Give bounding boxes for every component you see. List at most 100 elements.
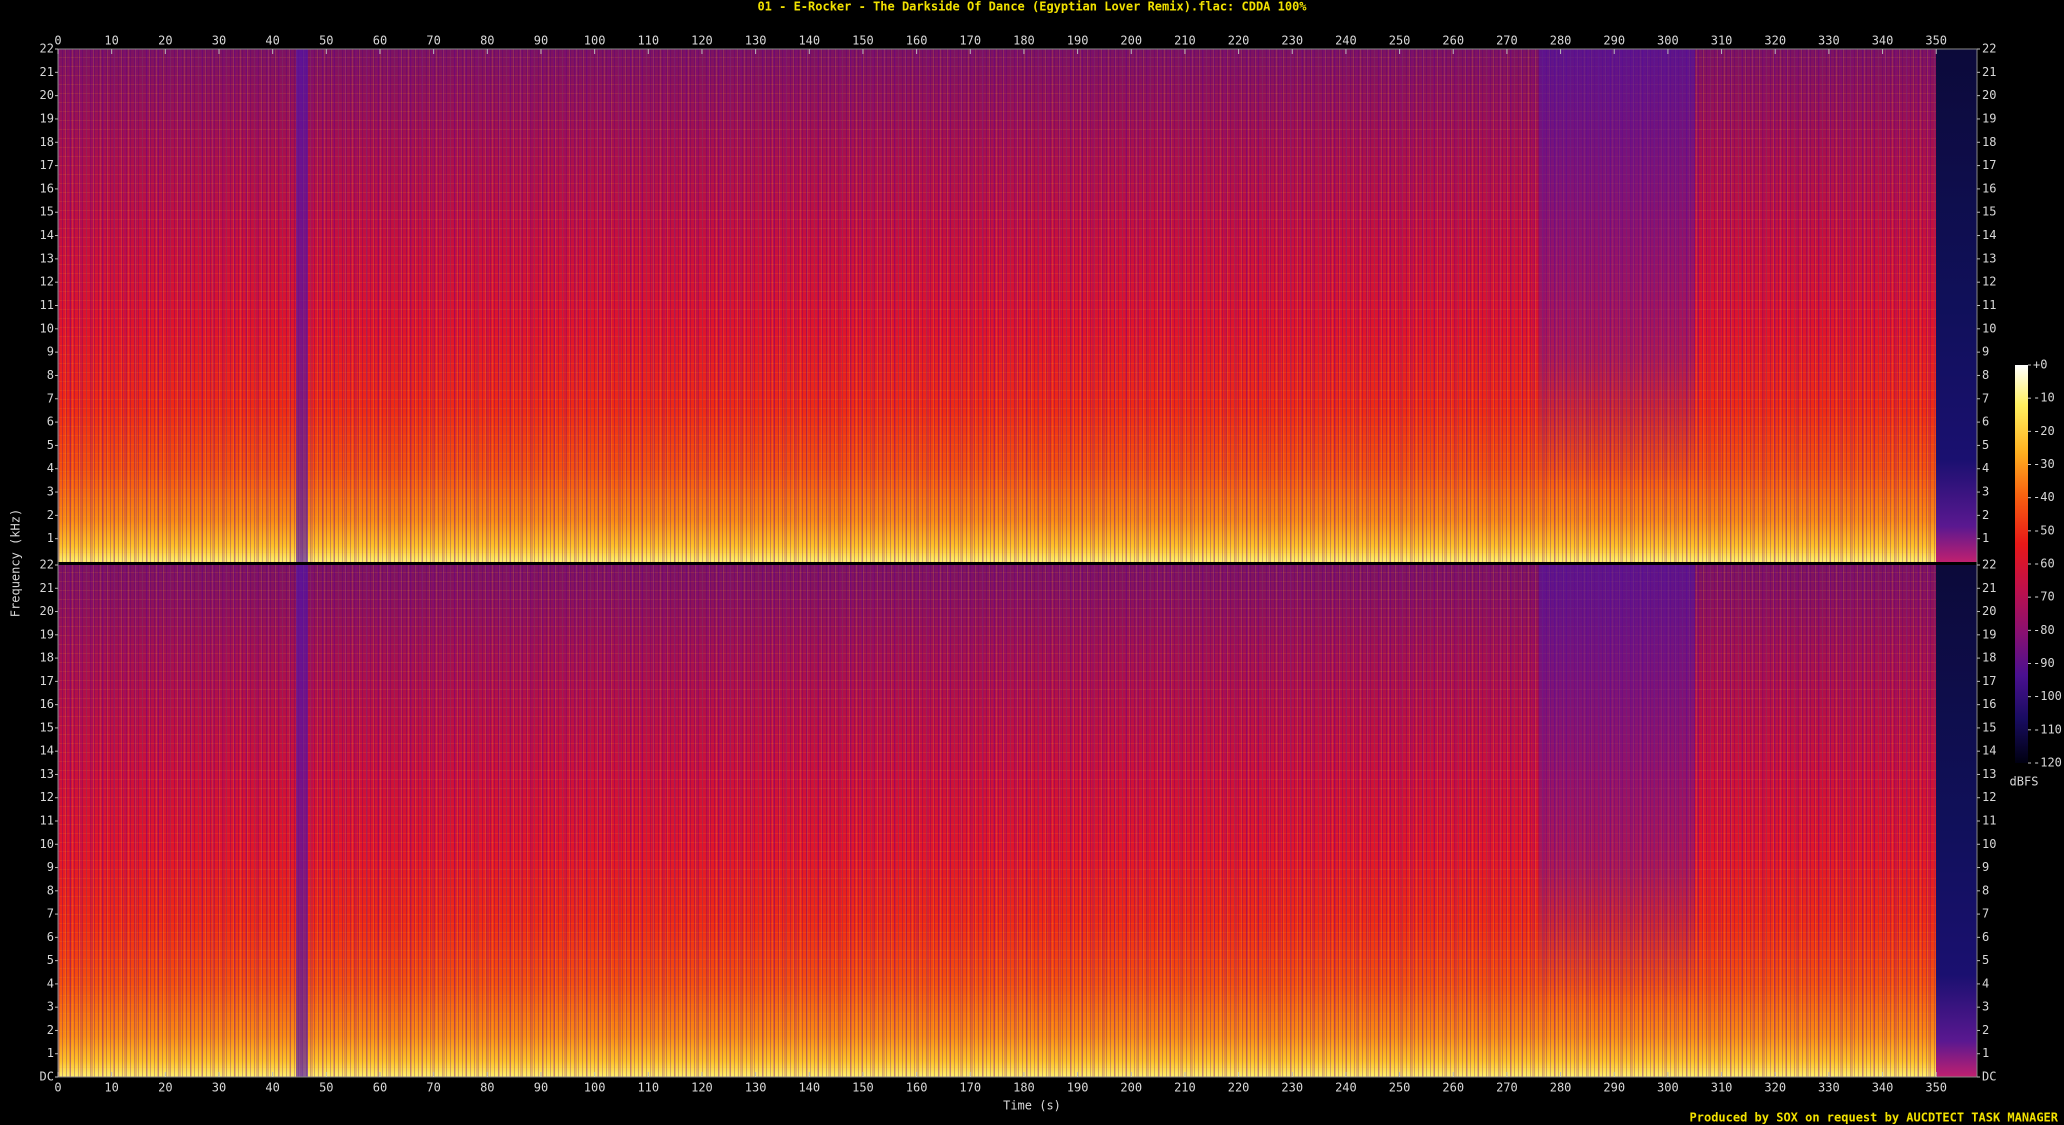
- x-tick-label: 120: [691, 34, 713, 48]
- colorbar-tick-label: -50: [2033, 523, 2055, 537]
- x-tick-label: 120: [691, 1081, 713, 1095]
- x-axis-label: Time (s): [1003, 1099, 1061, 1113]
- x-tick-label: 330: [1818, 34, 1840, 48]
- y-tick-label: 3: [1982, 485, 1989, 499]
- x-tick-label: 140: [798, 1081, 820, 1095]
- y-tick-label: 7: [47, 907, 54, 921]
- y-tick-label: 10: [1982, 321, 1996, 335]
- x-tick-label: 290: [1603, 34, 1625, 48]
- x-tick-label: 350: [1925, 1081, 1947, 1095]
- y-tick-label: 15: [40, 720, 54, 734]
- colorbar-tick-label: -80: [2033, 623, 2055, 637]
- colorbar: [2015, 365, 2028, 763]
- y-tick-label: 12: [40, 275, 54, 289]
- y-tick-label: 13: [40, 767, 54, 781]
- y-tick-label: 6: [47, 415, 54, 429]
- x-tick-label: 100: [584, 1081, 606, 1095]
- x-tick-label: 100: [584, 34, 606, 48]
- colorbar-tick-label: -30: [2033, 457, 2055, 471]
- footer: Produced by SOX on request by AUCDTECT T…: [1690, 1111, 2059, 1125]
- y-tick-label: 16: [40, 181, 54, 195]
- x-tick-label: 20: [158, 1081, 172, 1095]
- y-tick-label: 11: [1982, 814, 1996, 828]
- y-tick-label: 21: [40, 65, 54, 79]
- y-tick-label: 12: [1982, 790, 1996, 804]
- x-tick-label: 320: [1764, 34, 1786, 48]
- y-tick-label: 2: [47, 508, 54, 522]
- x-tick-label: 220: [1228, 1081, 1250, 1095]
- y-tick-label: 9: [47, 345, 54, 359]
- y-tick-label: 20: [40, 604, 54, 618]
- y-tick-label: 4: [1982, 461, 1989, 475]
- y-tick-label: 5: [1982, 438, 1989, 452]
- y-tick-label: 1: [47, 531, 54, 545]
- x-tick-label: 90: [534, 34, 548, 48]
- y-tick-label: 3: [47, 485, 54, 499]
- x-tick-label: 110: [637, 34, 659, 48]
- x-tick-label: 180: [1013, 34, 1035, 48]
- y-tick-label: 5: [47, 438, 54, 452]
- y-tick-label: 2: [47, 1023, 54, 1037]
- x-tick-label: 310: [1711, 1081, 1733, 1095]
- y-tick-label: 9: [1982, 860, 1989, 874]
- y-tick-label: 18: [40, 135, 54, 149]
- y-tick-label: 17: [1982, 158, 1996, 172]
- x-tick-label: 70: [426, 1081, 440, 1095]
- y-tick-label: 10: [40, 837, 54, 851]
- y-tick-label: 1: [47, 1046, 54, 1060]
- x-tick-label: 80: [480, 34, 494, 48]
- x-tick-label: 230: [1281, 34, 1303, 48]
- colorbar-tick-label: -40: [2033, 490, 2055, 504]
- y-tick-label: 20: [1982, 604, 1996, 618]
- y-tick-label: 20: [40, 88, 54, 102]
- x-tick-label: 260: [1442, 34, 1464, 48]
- y-tick-label: 22: [1982, 558, 1996, 572]
- y-tick-label: 1: [1982, 1046, 1989, 1060]
- y-tick-label: 7: [1982, 907, 1989, 921]
- y-tick-label: 2: [1982, 1023, 1989, 1037]
- y-tick-label: 11: [40, 814, 54, 828]
- y-tick-label: 20: [1982, 88, 1996, 102]
- y-tick-label: 13: [1982, 767, 1996, 781]
- colorbar-label: dBFS: [2010, 775, 2039, 789]
- y-tick-label: 16: [1982, 697, 1996, 711]
- y-tick-label: 19: [40, 111, 54, 125]
- colorbar-tick-label: -110: [2033, 722, 2062, 736]
- x-tick-label: 240: [1335, 1081, 1357, 1095]
- colorbar-tick-label: -90: [2033, 656, 2055, 670]
- y-tick-label: 7: [47, 391, 54, 405]
- y-tick-label: 8: [1982, 883, 1989, 897]
- y-tick-label: 6: [1982, 930, 1989, 944]
- y-tick-label: 6: [1982, 415, 1989, 429]
- y-tick-label: DC: [1982, 1070, 1996, 1084]
- plot-frame: [57, 48, 1978, 1078]
- x-tick-label: 300: [1657, 34, 1679, 48]
- x-tick-label: 180: [1013, 1081, 1035, 1095]
- y-tick-label: 4: [47, 461, 54, 475]
- colorbar-tick-label: -60: [2033, 557, 2055, 571]
- x-tick-label: 330: [1818, 1081, 1840, 1095]
- y-tick-label: DC: [40, 1070, 54, 1084]
- spectrogram-tail: [1936, 565, 1977, 1077]
- y-tick-label: 1: [1982, 531, 1989, 545]
- x-tick-label: 160: [906, 34, 928, 48]
- y-tick-label: 8: [1982, 368, 1989, 382]
- y-tick-label: 13: [40, 251, 54, 265]
- y-tick-label: 22: [40, 558, 54, 572]
- x-tick-label: 270: [1496, 1081, 1518, 1095]
- x-tick-label: 0: [54, 34, 61, 48]
- y-tick-label: 10: [40, 321, 54, 335]
- y-tick-label: 21: [1982, 581, 1996, 595]
- y-tick-label: 7: [1982, 391, 1989, 405]
- x-tick-label: 250: [1389, 34, 1411, 48]
- colorbar-tick-label: -10: [2033, 391, 2055, 405]
- y-tick-label: 11: [1982, 298, 1996, 312]
- x-tick-label: 60: [373, 1081, 387, 1095]
- x-tick-label: 350: [1925, 34, 1947, 48]
- x-tick-label: 10: [104, 1081, 118, 1095]
- x-tick-label: 340: [1872, 34, 1894, 48]
- x-tick-label: 30: [212, 34, 226, 48]
- x-tick-label: 310: [1711, 34, 1733, 48]
